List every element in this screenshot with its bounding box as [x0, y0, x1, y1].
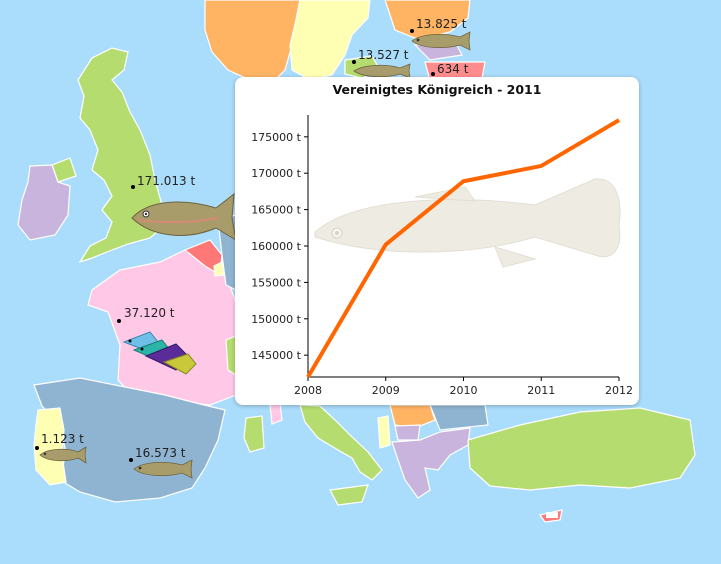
y-tick-label: 160000 t	[251, 240, 301, 253]
country-ireland[interactable]	[17, 164, 71, 241]
label-dk: 13.527 t	[358, 48, 409, 62]
chart-svg: 145000 t 150000 t 155000 t 160000 t 165000 t…	[251, 115, 633, 397]
y-tick-label: 165000 t	[251, 204, 301, 217]
pointer-dot-es	[129, 458, 133, 462]
label-uk: 171.013 t	[137, 174, 196, 188]
x-tick-label: 2010	[450, 384, 478, 397]
y-ticks: 145000 t 150000 t 155000 t 160000 t 165000 t…	[251, 131, 308, 362]
label-fr: 37.120 t	[124, 306, 175, 320]
y-tick-label: 145000 t	[251, 349, 301, 362]
country-corsica[interactable]	[269, 401, 283, 425]
country-sicily[interactable]	[329, 484, 369, 506]
country-italy[interactable]	[299, 404, 383, 481]
country-finland[interactable]	[384, 0, 471, 41]
y-tick-label: 175000 t	[251, 131, 301, 144]
country-macedonia[interactable]	[394, 424, 421, 441]
country-serbia[interactable]	[389, 404, 436, 429]
small-trout-icon-es[interactable]	[132, 458, 194, 480]
x-tick-label: 2011	[527, 384, 555, 397]
country-greece[interactable]	[391, 427, 471, 499]
country-sardinia[interactable]	[243, 415, 265, 453]
country-albania[interactable]	[377, 415, 391, 449]
small-trout-icon-pt[interactable]	[38, 445, 88, 465]
pointer-dot-lt	[431, 72, 435, 76]
pointer-dot-uk	[131, 185, 135, 189]
tropical-fish-icon[interactable]	[120, 322, 200, 378]
y-tick-label: 170000 t	[251, 167, 301, 180]
fish-icon	[314, 178, 621, 268]
country-chart-popup[interactable]: 145000 t 150000 t 155000 t 160000 t 165000 t…	[235, 77, 639, 405]
country-bulgaria[interactable]	[429, 404, 489, 431]
country-united-kingdom[interactable]	[77, 47, 166, 264]
country-sweden[interactable]	[289, 0, 371, 81]
series-line[interactable]	[306, 118, 621, 379]
series-group	[306, 118, 621, 379]
pointer-dot-se	[410, 29, 414, 33]
pointer-dot-fr	[117, 319, 121, 323]
pointer-dot-dk	[352, 60, 356, 64]
y-tick-label: 155000 t	[251, 276, 301, 289]
x-ticks: 2008 2009 2010 2011 2012	[294, 377, 633, 397]
x-tick-label: 2009	[372, 384, 400, 397]
pointer-dot-pt	[35, 446, 39, 450]
country-luxembourg[interactable]	[213, 261, 225, 277]
label-lt: 634 t	[437, 62, 469, 76]
small-trout-icon-dk[interactable]	[352, 62, 412, 80]
label-es: 16.573 t	[135, 446, 186, 460]
small-trout-icon-se[interactable]	[410, 30, 472, 52]
country-turkey[interactable]	[467, 407, 696, 491]
label-pt: 1.123 t	[41, 432, 84, 446]
x-tick-label: 2012	[605, 384, 633, 397]
trout-icon[interactable]	[128, 190, 238, 244]
country-portugal[interactable]	[33, 407, 67, 486]
x-tick-label: 2008	[294, 384, 322, 397]
y-tick-label: 150000 t	[251, 313, 301, 326]
popup-title: Vereinigtes Königreich - 2011	[332, 82, 542, 97]
cyprus-north	[546, 512, 558, 518]
label-se: 13.825 t	[416, 17, 467, 31]
